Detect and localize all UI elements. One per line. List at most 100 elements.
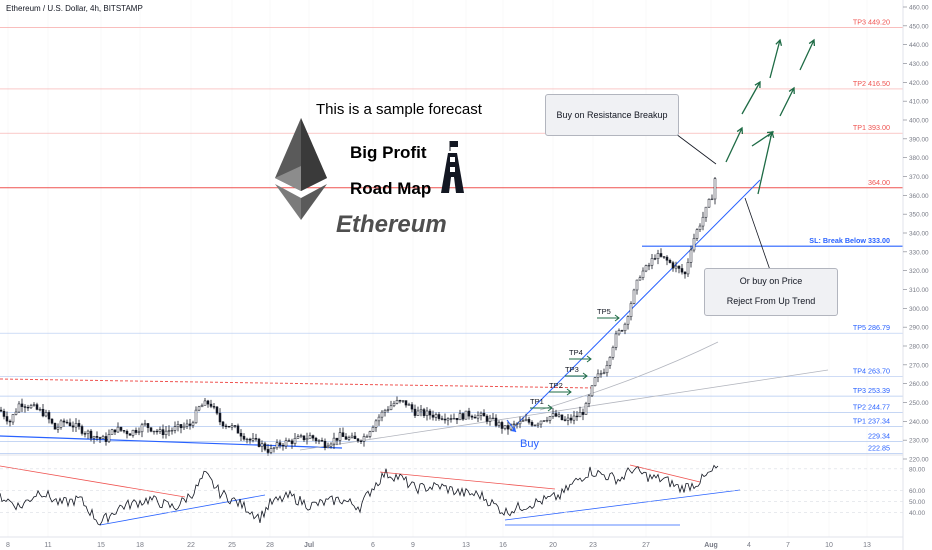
candle-body (404, 400, 408, 406)
candle-body (56, 427, 60, 430)
candle-body (44, 412, 48, 417)
price-tick-label: 310.00 (909, 287, 929, 294)
candle-body (503, 425, 507, 429)
candle-body (683, 271, 687, 275)
time-tick-label: 9 (411, 542, 415, 549)
candle-body (401, 400, 405, 402)
candle-body (332, 437, 336, 445)
candle-body (8, 420, 12, 423)
price-tick-label: 410.00 (909, 99, 929, 106)
candle-body (371, 427, 375, 432)
candle-body (389, 405, 393, 410)
candle-body (497, 422, 501, 426)
candle-body (605, 365, 609, 374)
candle-body (617, 330, 621, 335)
time-tick-label: Aug (704, 542, 718, 549)
candle-body (323, 440, 327, 448)
candle-body (188, 423, 192, 426)
candle-body (380, 411, 384, 418)
candle-body (695, 229, 699, 239)
time-tick-label: 23 (589, 542, 597, 549)
candle-body (512, 423, 516, 425)
candle-body (92, 436, 96, 439)
candle-body (155, 430, 159, 433)
level-label: TP3 449.20 (853, 17, 890, 26)
candle-body (476, 415, 480, 419)
candle-body (638, 277, 642, 281)
price-tick-label: 250.00 (909, 400, 929, 407)
forecast-arrow (799, 39, 815, 71)
price-tick-label: 220.00 (909, 457, 929, 464)
candle-body (665, 256, 669, 261)
tp-tag: TP2 (549, 381, 563, 390)
candle-body (422, 409, 426, 416)
candle-body (104, 436, 108, 442)
candle-body (302, 435, 306, 441)
forecast-arrow-head (808, 38, 816, 47)
forecast-arrow (725, 127, 743, 163)
candle-body (65, 421, 69, 424)
candle-body (218, 412, 222, 423)
forecast-arrow (757, 131, 773, 195)
candle-body (680, 268, 684, 273)
candle-body (656, 253, 660, 259)
time-tick-label: 13 (462, 542, 470, 549)
price-tick-label: 370.00 (909, 174, 929, 181)
candle-body (446, 418, 450, 421)
candle-body (449, 418, 453, 420)
price-tick-label: 260.00 (909, 381, 929, 388)
candle-body (653, 258, 657, 260)
candle-body (176, 424, 180, 427)
rsi-resistance-line-2 (379, 471, 556, 490)
candle-body (686, 262, 690, 275)
price-tick-label: 430.00 (909, 61, 929, 68)
price-tick-label: 230.00 (909, 438, 929, 445)
candle-body (602, 372, 606, 374)
candle-body (560, 414, 564, 421)
ethereum-logo (275, 118, 327, 220)
price-tick-label: 440.00 (909, 42, 929, 49)
candle-body (590, 385, 594, 397)
price-tick-label: 460.00 (909, 5, 929, 12)
time-tick-label: 10 (825, 542, 833, 549)
candle-body (47, 412, 51, 420)
candle-body (542, 420, 546, 422)
candle-body (470, 415, 474, 418)
level-label: TP2 244.77 (853, 402, 890, 411)
candle-body (14, 411, 18, 415)
candle-body (578, 412, 582, 418)
rsi-line (0, 464, 719, 526)
tp-arrow-head (614, 314, 620, 322)
level-label: TP4 263.70 (853, 367, 890, 376)
candle-body (386, 409, 390, 411)
price-tick-label: 240.00 (909, 419, 929, 426)
candle-body (203, 400, 207, 406)
candle-body (68, 422, 72, 427)
rsi-support-line (99, 494, 266, 526)
candle-body (689, 249, 693, 263)
level-label: 229.34 (868, 431, 890, 440)
rsi-tick-label: 60.00 (909, 488, 925, 495)
candle-body (482, 412, 486, 417)
candle-body (170, 430, 174, 432)
candle-body (134, 429, 138, 433)
candle-body (374, 420, 378, 428)
big-profit-label: Big Profit (350, 143, 427, 162)
buy-marker: Buy (506, 419, 539, 450)
forecast-arrow-head (736, 126, 744, 135)
candle-body (197, 406, 201, 411)
road-map-label: Road Map (350, 179, 432, 198)
candle-body (326, 445, 330, 448)
candle-body (119, 426, 123, 431)
price-tick-label: 400.00 (909, 118, 929, 125)
candle-body (248, 438, 252, 441)
breakout-pointer (675, 133, 717, 165)
candle-body (179, 424, 183, 429)
candle-body (650, 258, 654, 266)
candle-body (77, 423, 81, 427)
candle-body (452, 417, 456, 420)
trend-pointer (744, 197, 771, 271)
forecast-arrow-head (767, 130, 775, 138)
level-label: SL: Break Below 333.00 (809, 236, 890, 245)
candle-body (293, 438, 297, 444)
